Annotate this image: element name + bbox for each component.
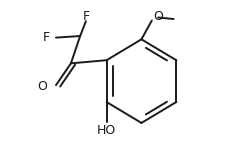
Text: O: O [153, 10, 163, 23]
Text: F: F [82, 10, 89, 23]
Text: HO: HO [97, 124, 116, 137]
Text: F: F [43, 31, 50, 44]
Text: O: O [37, 80, 47, 93]
